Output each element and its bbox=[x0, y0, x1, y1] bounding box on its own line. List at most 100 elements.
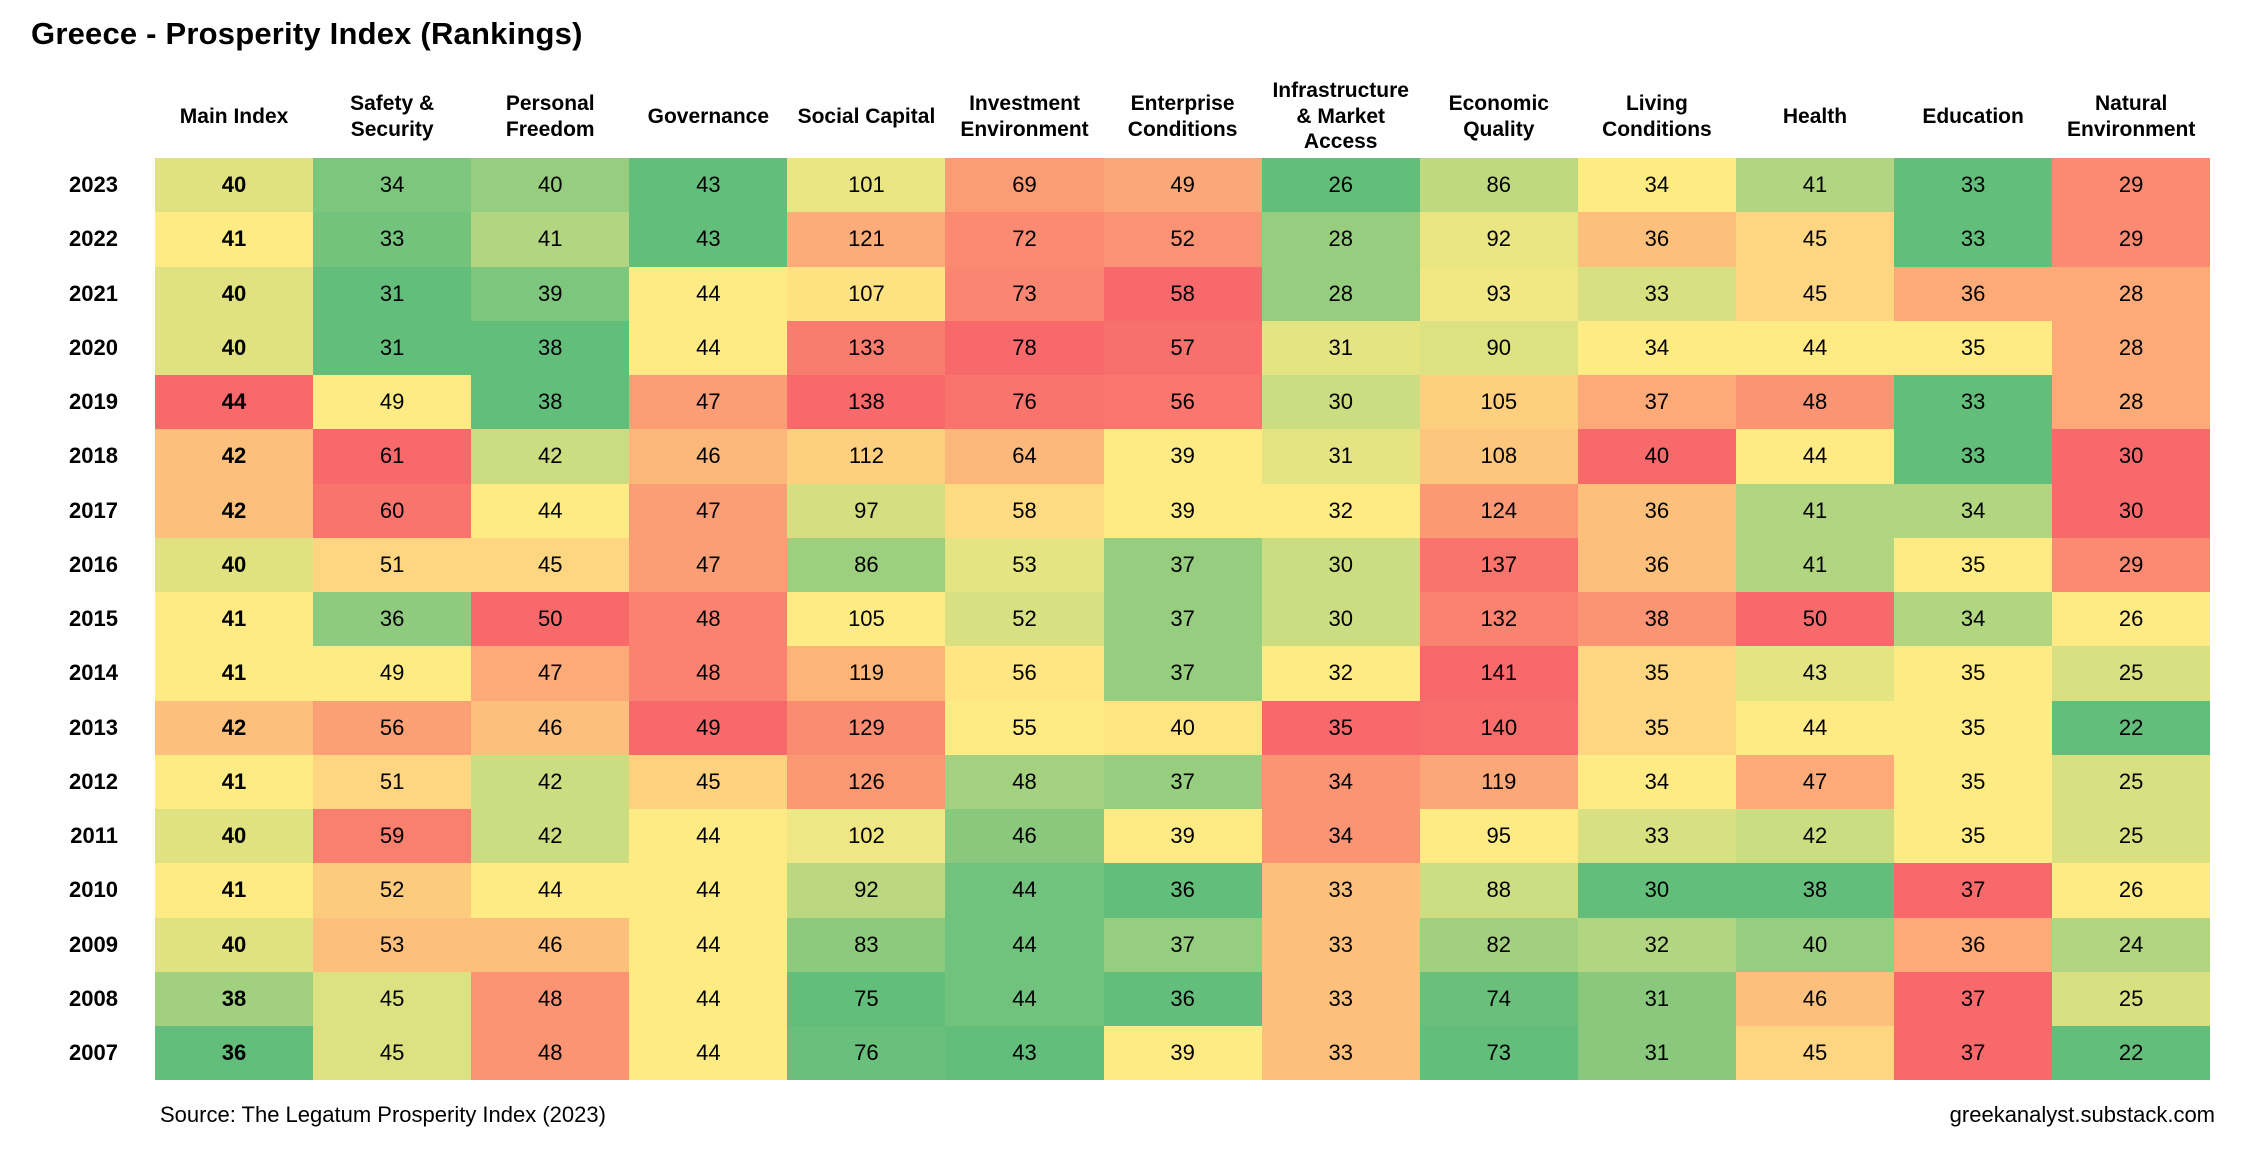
heatmap-cell: 40 bbox=[155, 537, 314, 592]
heatmap-cell: 121 bbox=[787, 212, 946, 267]
heatmap-cell: 56 bbox=[945, 646, 1104, 701]
heatmap-cell: 49 bbox=[313, 646, 472, 701]
heatmap-cell: 44 bbox=[629, 971, 788, 1026]
heatmap-cell: 44 bbox=[629, 917, 788, 972]
heatmap-cell: 97 bbox=[787, 483, 946, 538]
heatmap-cell: 49 bbox=[313, 375, 472, 430]
heatmap-cell: 33 bbox=[1261, 917, 1420, 972]
heatmap-cell: 56 bbox=[1103, 375, 1262, 430]
heatmap-cell: 38 bbox=[155, 971, 314, 1026]
heatmap-cell: 25 bbox=[2052, 809, 2211, 864]
heatmap-cell: 37 bbox=[1894, 971, 2053, 1026]
heatmap-cell: 73 bbox=[945, 266, 1104, 321]
heatmap-cell: 34 bbox=[1261, 809, 1420, 864]
prosperity-heatmap: Main Index Safety & Security Personal Free… bbox=[55, 75, 2211, 1081]
heatmap-cell: 35 bbox=[1894, 809, 2053, 864]
column-header: Enterprise Conditions bbox=[1127, 91, 1238, 141]
row-year-label: 2019 bbox=[55, 375, 155, 430]
heatmap-cell: 35 bbox=[1894, 700, 2053, 755]
heatmap-cell: 46 bbox=[471, 700, 630, 755]
row-year-label: 2008 bbox=[55, 971, 155, 1026]
heatmap-cell: 37 bbox=[1894, 1026, 2053, 1081]
heatmap-cell: 46 bbox=[945, 809, 1104, 864]
heatmap-cell: 39 bbox=[471, 266, 630, 321]
heatmap-cell: 51 bbox=[313, 754, 472, 809]
heatmap-cell: 44 bbox=[155, 375, 314, 430]
row-year-label: 2010 bbox=[55, 863, 155, 918]
heatmap-cell: 58 bbox=[945, 483, 1104, 538]
heatmap-cell: 56 bbox=[313, 700, 472, 755]
heatmap-cell: 37 bbox=[1577, 375, 1736, 430]
heatmap-cell: 40 bbox=[155, 320, 314, 375]
row-year-label: 2012 bbox=[55, 754, 155, 809]
heatmap-cell: 42 bbox=[471, 429, 630, 484]
heatmap-cell: 74 bbox=[1419, 971, 1578, 1026]
heatmap-cell: 26 bbox=[2052, 592, 2211, 647]
heatmap-cell: 41 bbox=[1735, 537, 1895, 592]
heatmap-cell: 41 bbox=[155, 592, 314, 647]
heatmap-cell: 46 bbox=[1735, 971, 1895, 1026]
heatmap-cell: 108 bbox=[1419, 429, 1578, 484]
heatmap-cell: 86 bbox=[787, 537, 946, 592]
heatmap-cell: 35 bbox=[1894, 537, 2053, 592]
heatmap-cell: 37 bbox=[1894, 863, 2053, 918]
heatmap-cell: 33 bbox=[313, 212, 472, 267]
heatmap-cell: 34 bbox=[1894, 592, 2053, 647]
heatmap-cell: 35 bbox=[1894, 754, 2053, 809]
column-header: Social Capital bbox=[797, 104, 936, 128]
heatmap-cell: 45 bbox=[471, 537, 630, 592]
heatmap-cell: 36 bbox=[1103, 971, 1262, 1026]
heatmap-cell: 35 bbox=[1894, 320, 2053, 375]
row-year-label: 2009 bbox=[55, 917, 155, 972]
heatmap-cell: 61 bbox=[313, 429, 472, 484]
heatmap-cell: 48 bbox=[471, 1026, 630, 1081]
heatmap-cell: 35 bbox=[1894, 646, 2053, 701]
heatmap-cell: 119 bbox=[1419, 754, 1578, 809]
heatmap-cell: 37 bbox=[1103, 917, 1262, 972]
heatmap-cell: 44 bbox=[629, 809, 788, 864]
heatmap-cell: 50 bbox=[471, 592, 630, 647]
heatmap-cell: 33 bbox=[1261, 863, 1420, 918]
heatmap-cell: 39 bbox=[1103, 809, 1262, 864]
heatmap-cell: 43 bbox=[945, 1026, 1104, 1081]
heatmap-cell: 105 bbox=[1419, 375, 1578, 430]
heatmap-cell: 48 bbox=[1735, 375, 1895, 430]
heatmap-cell: 30 bbox=[2052, 483, 2211, 538]
heatmap-cell: 92 bbox=[1419, 212, 1578, 267]
column-header: Natural Environment bbox=[2066, 91, 2196, 141]
heatmap-cell: 41 bbox=[155, 646, 314, 701]
heatmap-cell: 33 bbox=[1894, 375, 2053, 430]
row-year-label: 2014 bbox=[55, 646, 155, 701]
heatmap-cell: 42 bbox=[155, 700, 314, 755]
heatmap-cell: 40 bbox=[471, 158, 630, 213]
column-header: Main Index bbox=[179, 104, 289, 128]
heatmap-cell: 126 bbox=[787, 754, 946, 809]
heatmap-cell: 30 bbox=[1577, 863, 1736, 918]
heatmap-cell: 42 bbox=[471, 754, 630, 809]
heatmap-cell: 33 bbox=[1577, 809, 1736, 864]
heatmap-cell: 58 bbox=[1103, 266, 1262, 321]
heatmap-cell: 39 bbox=[1103, 1026, 1262, 1081]
heatmap-cell: 86 bbox=[1419, 158, 1578, 213]
heatmap-cell: 72 bbox=[945, 212, 1104, 267]
heatmap-cell: 24 bbox=[2052, 917, 2211, 972]
heatmap-cell: 107 bbox=[787, 266, 946, 321]
column-header: Education bbox=[1922, 104, 2024, 128]
row-year-label: 2021 bbox=[55, 266, 155, 321]
column-header: Health bbox=[1782, 104, 1848, 128]
heatmap-cell: 37 bbox=[1103, 754, 1262, 809]
heatmap-cell: 59 bbox=[313, 809, 472, 864]
heatmap-cell: 35 bbox=[1577, 700, 1736, 755]
heatmap-cell: 46 bbox=[471, 917, 630, 972]
heatmap-cell: 78 bbox=[945, 320, 1104, 375]
heatmap-cell: 45 bbox=[1735, 212, 1895, 267]
heatmap-cell: 40 bbox=[155, 158, 314, 213]
heatmap-cell: 40 bbox=[155, 809, 314, 864]
heatmap-cell: 44 bbox=[629, 1026, 788, 1081]
heatmap-cell: 48 bbox=[471, 971, 630, 1026]
heatmap-cell: 32 bbox=[1261, 483, 1420, 538]
heatmap-cell: 30 bbox=[1261, 537, 1420, 592]
heatmap-cell: 44 bbox=[629, 863, 788, 918]
heatmap-cell: 26 bbox=[1261, 158, 1420, 213]
heatmap-cell: 36 bbox=[1577, 537, 1736, 592]
